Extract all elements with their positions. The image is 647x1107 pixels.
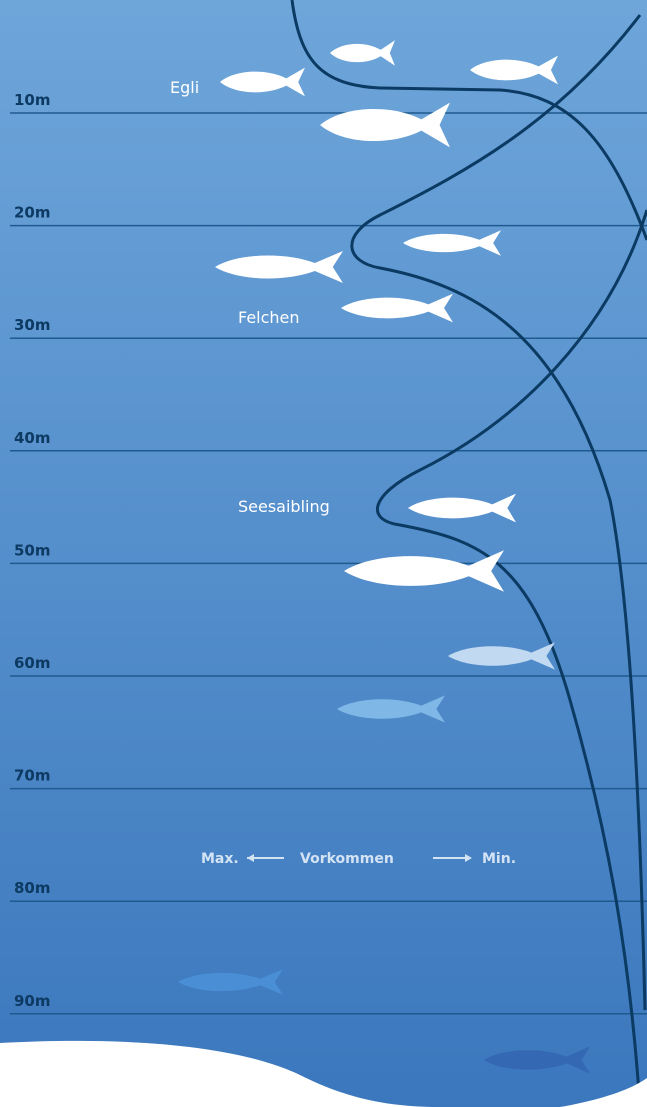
page: 10m 20m 30m 40m 50m 60m 70m 80m 90m Egli Felchen… [0, 0, 647, 1107]
legend-title: Vorkommen [300, 851, 394, 867]
depth-label: 60m [14, 654, 51, 672]
depth-label: 10m [14, 91, 51, 109]
species-label: Seesaibling [238, 497, 330, 516]
depth-label: 80m [14, 879, 51, 897]
diagram: 10m 20m 30m 40m 50m 60m 70m 80m 90m Egli Felchen… [0, 0, 647, 1107]
species-label: Felchen [238, 308, 300, 327]
depth-label: 70m [14, 767, 51, 785]
depth-label: 20m [14, 204, 51, 222]
depth-label: 50m [14, 541, 51, 559]
legend-max: Max. [201, 851, 239, 867]
depth-label: 30m [14, 316, 51, 334]
legend-min: Min. [482, 851, 516, 867]
depth-label: 40m [14, 429, 51, 447]
water [0, 0, 647, 1107]
depth-label: 90m [14, 992, 51, 1010]
species-label: Egli [170, 78, 199, 97]
